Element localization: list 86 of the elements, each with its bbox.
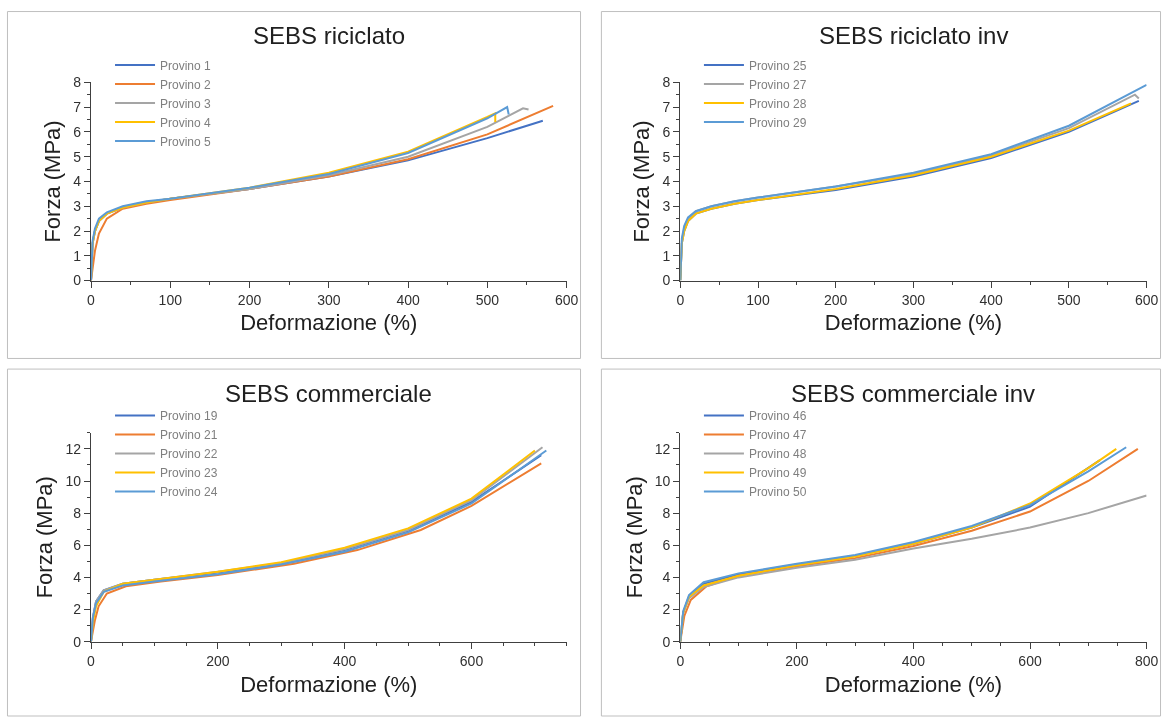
legend-label: Provino 28 (748, 96, 807, 111)
y-tick-label: 4 (73, 173, 82, 190)
y-tick-label: 10 (65, 472, 82, 489)
x-tick-label: 0 (676, 291, 685, 308)
x-tick-label: 800 (1134, 652, 1159, 669)
x-tick-label: 100 (746, 291, 770, 308)
y-tick-label: 0 (73, 633, 82, 650)
legend-label: Provino 5 (160, 134, 212, 149)
x-tick-label: 200 (785, 652, 809, 669)
y-tick-label: 4 (662, 569, 671, 586)
y-tick-label: 2 (662, 601, 671, 618)
x-tick-label: 200 (824, 291, 848, 308)
legend-label: Provino 24 (160, 485, 218, 500)
y-tick-label: 1 (73, 247, 82, 264)
x-tick-label: 500 (1057, 291, 1081, 308)
y-tick-label: 4 (662, 173, 671, 190)
y-tick-label: 2 (73, 222, 82, 239)
x-tick-label: 400 (901, 652, 926, 669)
y-axis-title: Forza (MPa) (40, 120, 66, 243)
y-tick-label: 10 (654, 472, 671, 489)
y-tick-label: 5 (662, 148, 671, 165)
legend-label: Provino 21 (160, 428, 218, 443)
x-axis-title: Deformazione (%) (824, 671, 1003, 697)
y-tick-label: 1 (662, 247, 671, 264)
y-tick-label: 12 (65, 440, 82, 457)
x-tick-label: 100 (158, 291, 183, 308)
legend-label: Provino 4 (160, 115, 212, 130)
x-tick-label: 500 (475, 291, 500, 308)
legend-label: Provino 2 (160, 77, 212, 92)
y-tick-label: 0 (662, 272, 671, 289)
legend-label: Provino 48 (748, 447, 807, 462)
y-axis-title: Forza (MPa) (629, 120, 655, 243)
y-tick-label: 3 (662, 198, 671, 215)
x-tick-label: 400 (979, 291, 1004, 308)
x-tick-label: 600 (554, 291, 579, 308)
y-tick-label: 6 (662, 537, 671, 554)
x-axis-title: Deformazione (%) (240, 671, 418, 697)
legend-label: Provino 25 (748, 58, 807, 73)
y-tick-label: 0 (73, 272, 82, 289)
x-tick-label: 300 (901, 291, 926, 308)
chart-title: SEBS riciclato (253, 22, 406, 49)
y-tick-label: 7 (73, 99, 82, 116)
x-tick-label: 0 (87, 291, 96, 308)
x-tick-label: 600 (1018, 652, 1042, 669)
y-tick-label: 12 (654, 440, 671, 457)
legend-label: Provino 49 (748, 466, 807, 481)
legend-label: Provino 1 (160, 58, 212, 73)
y-tick-label: 7 (662, 99, 671, 116)
legend-label: Provino 27 (748, 77, 807, 92)
x-tick-label: 400 (396, 291, 420, 308)
legend-label: Provino 47 (748, 428, 807, 443)
y-tick-label: 4 (73, 569, 82, 586)
x-tick-label: 0 (676, 652, 685, 669)
y-tick-label: 6 (662, 123, 671, 140)
y-tick-label: 2 (662, 222, 671, 239)
x-axis-title: Deformazione (%) (824, 310, 1003, 336)
x-tick-label: 600 (1134, 291, 1159, 308)
x-tick-label: 400 (332, 652, 357, 669)
y-axis-title: Forza (MPa) (621, 476, 647, 599)
legend-label: Provino 22 (160, 447, 218, 462)
y-axis-title: Forza (MPa) (32, 476, 58, 599)
x-tick-label: 200 (237, 291, 262, 308)
chart-title: SEBS commerciale inv (791, 380, 1036, 407)
x-tick-label: 300 (317, 291, 341, 308)
y-tick-label: 8 (662, 505, 671, 522)
legend-label: Provino 3 (160, 96, 212, 111)
y-tick-label: 5 (73, 148, 82, 165)
x-tick-label: 0 (87, 652, 96, 669)
x-tick-label: 600 (459, 652, 484, 669)
y-tick-label: 8 (662, 74, 671, 91)
y-tick-label: 0 (662, 633, 671, 650)
legend-label: Provino 29 (748, 115, 807, 130)
x-tick-label: 200 (206, 652, 230, 669)
y-tick-label: 8 (73, 505, 82, 522)
chart-title: SEBS commerciale (225, 380, 432, 407)
y-tick-label: 8 (73, 74, 82, 91)
legend-label: Provino 23 (160, 466, 218, 481)
y-tick-label: 6 (73, 537, 82, 554)
x-axis-title: Deformazione (%) (240, 310, 418, 336)
legend-label: Provino 19 (160, 409, 218, 424)
chart-title: SEBS riciclato inv (819, 22, 1009, 49)
y-tick-label: 3 (73, 198, 82, 215)
legend-label: Provino 50 (748, 485, 807, 500)
y-tick-label: 2 (73, 601, 82, 618)
legend-label: Provino 46 (748, 409, 807, 424)
y-tick-label: 6 (73, 123, 82, 140)
